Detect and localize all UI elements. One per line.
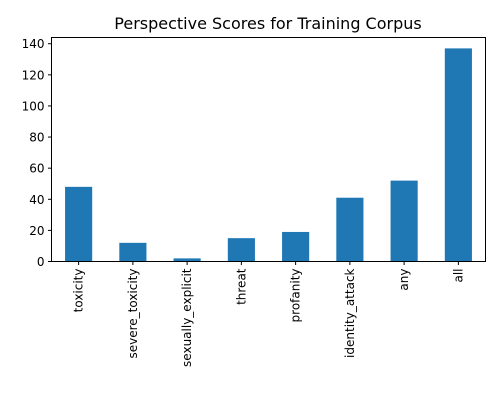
- x-tick-label: all: [451, 269, 465, 283]
- bar-any: [390, 180, 418, 262]
- bar-identity-attack: [336, 197, 364, 262]
- chart-title: Perspective Scores for Training Corpus: [114, 14, 421, 33]
- x-tick-label: sexually_explicit: [180, 268, 194, 367]
- y-tick-label: 0: [37, 255, 45, 269]
- x-tick-label: profanity: [289, 269, 303, 323]
- x-tick-label: identity_attack: [343, 268, 357, 358]
- y-tick-label: 120: [22, 68, 45, 82]
- y-tick-label: 80: [29, 131, 44, 145]
- x-tick-label: threat: [234, 268, 248, 305]
- x-tick-label: toxicity: [72, 269, 86, 313]
- y-tick-label: 60: [29, 162, 44, 176]
- y-tick-label: 140: [22, 37, 45, 51]
- bar-threat: [227, 238, 255, 262]
- bar-profanity: [282, 231, 310, 262]
- y-tick-label: 40: [29, 193, 44, 207]
- plot-frame: [51, 37, 486, 262]
- x-tick-label: severe_toxicity: [126, 269, 140, 359]
- x-tick-label: any: [397, 269, 411, 291]
- bar-toxicity: [65, 186, 93, 262]
- y-tick-label: 100: [22, 99, 45, 113]
- bar-severe-toxicity: [119, 242, 147, 262]
- y-tick-label: 20: [29, 224, 44, 238]
- x-axis: toxicity severe_toxicity sexually_explicit…: [72, 261, 465, 367]
- bar-all: [444, 48, 472, 262]
- bar-sexually-explicit: [173, 258, 201, 262]
- y-axis: 0 20 40 60 80 100 120 140: [22, 37, 52, 269]
- bars: [65, 48, 472, 262]
